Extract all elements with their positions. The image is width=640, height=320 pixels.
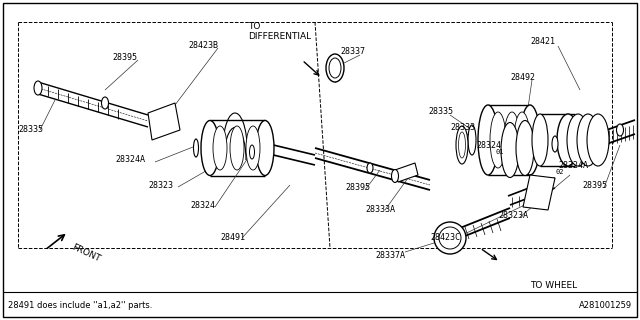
Ellipse shape xyxy=(557,114,579,166)
Ellipse shape xyxy=(434,222,466,254)
Ellipse shape xyxy=(577,114,599,166)
Text: 28323A: 28323A xyxy=(498,211,528,220)
Ellipse shape xyxy=(439,227,461,249)
Ellipse shape xyxy=(501,123,519,178)
Ellipse shape xyxy=(256,121,274,175)
Text: 28333A: 28333A xyxy=(365,205,395,214)
Ellipse shape xyxy=(326,54,344,82)
Text: 28324: 28324 xyxy=(476,140,501,149)
Polygon shape xyxy=(148,103,180,140)
Text: 28491: 28491 xyxy=(220,234,245,243)
Polygon shape xyxy=(395,163,418,182)
Ellipse shape xyxy=(456,126,468,164)
Ellipse shape xyxy=(490,112,506,168)
Text: TO WHEEL: TO WHEEL xyxy=(530,281,577,290)
Text: 28335: 28335 xyxy=(428,108,453,116)
Text: TO
DIFFERENTIAL: TO DIFFERENTIAL xyxy=(248,22,311,41)
Ellipse shape xyxy=(193,139,198,157)
Text: 28324A: 28324A xyxy=(558,161,588,170)
Ellipse shape xyxy=(367,163,373,173)
Text: 28395: 28395 xyxy=(582,180,607,189)
Text: 28491 does include ''a1,a2'' parts.: 28491 does include ''a1,a2'' parts. xyxy=(8,300,152,309)
Text: 28337A: 28337A xyxy=(375,251,405,260)
Ellipse shape xyxy=(329,58,341,78)
Text: 28333: 28333 xyxy=(450,124,475,132)
Text: 02: 02 xyxy=(555,169,563,175)
Ellipse shape xyxy=(516,121,534,175)
Ellipse shape xyxy=(102,97,109,109)
Ellipse shape xyxy=(552,136,558,152)
Ellipse shape xyxy=(201,121,219,175)
Ellipse shape xyxy=(34,81,42,95)
Text: 28395: 28395 xyxy=(345,183,370,193)
Ellipse shape xyxy=(587,114,609,166)
Ellipse shape xyxy=(468,125,476,155)
Ellipse shape xyxy=(567,114,589,166)
Ellipse shape xyxy=(504,112,520,168)
Text: 28323: 28323 xyxy=(148,180,173,189)
Text: A281001259: A281001259 xyxy=(579,300,632,309)
Text: 28421: 28421 xyxy=(530,37,555,46)
Text: 28324A: 28324A xyxy=(115,156,145,164)
Text: 28335: 28335 xyxy=(18,125,43,134)
Ellipse shape xyxy=(458,132,465,158)
Ellipse shape xyxy=(246,126,260,170)
Text: 01: 01 xyxy=(495,149,504,155)
Ellipse shape xyxy=(532,114,548,166)
Text: FRONT: FRONT xyxy=(70,243,102,264)
Polygon shape xyxy=(523,175,555,210)
Ellipse shape xyxy=(514,112,530,168)
Ellipse shape xyxy=(520,105,540,175)
Ellipse shape xyxy=(213,126,227,170)
Text: 28337: 28337 xyxy=(340,47,365,57)
Ellipse shape xyxy=(616,124,623,136)
Ellipse shape xyxy=(250,145,255,159)
Ellipse shape xyxy=(392,170,399,182)
Text: 28324: 28324 xyxy=(190,201,215,210)
Ellipse shape xyxy=(230,126,244,170)
Ellipse shape xyxy=(478,105,498,175)
Text: 28423B: 28423B xyxy=(188,41,218,50)
Text: 28423C: 28423C xyxy=(430,234,460,243)
Text: 28395: 28395 xyxy=(112,53,137,62)
Text: 28492: 28492 xyxy=(510,74,535,83)
